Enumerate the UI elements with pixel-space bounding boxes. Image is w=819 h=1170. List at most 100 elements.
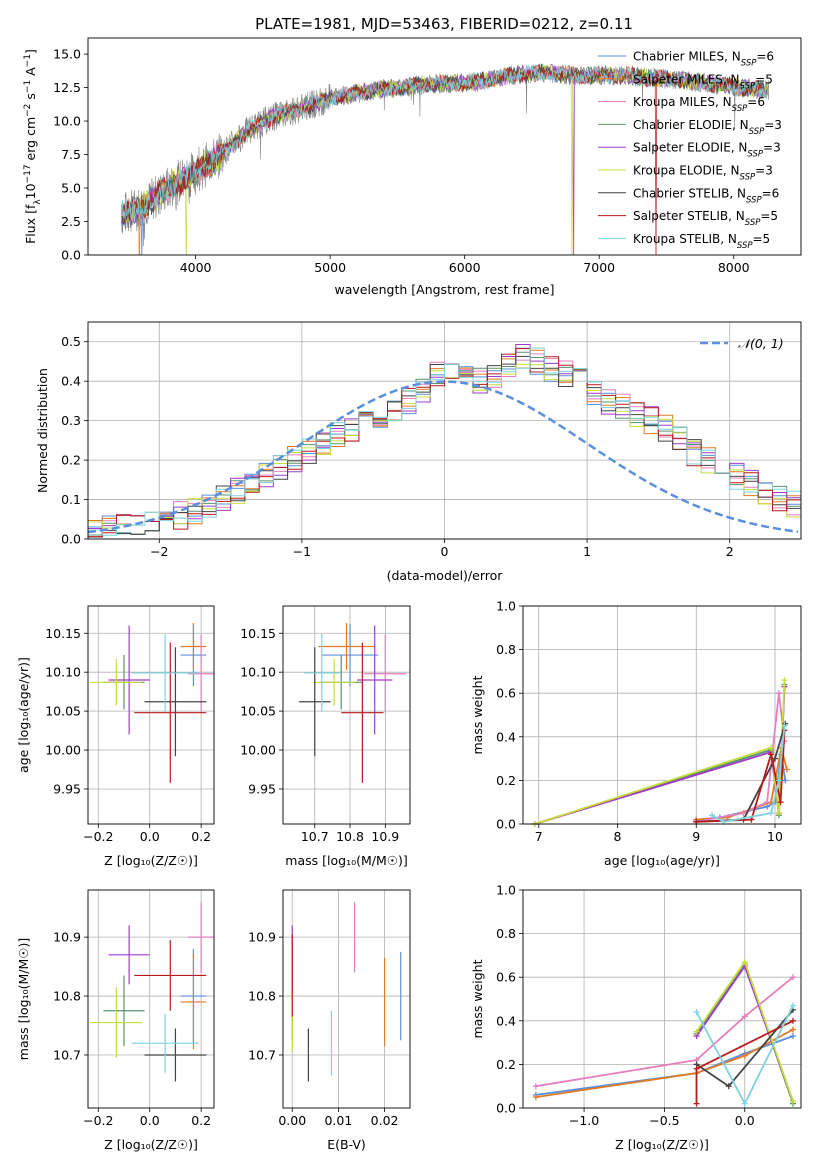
y-tick-label: 0.8 <box>496 642 516 657</box>
legend-name: Salpeter STELIB, N <box>633 209 745 223</box>
y-label-part: ] <box>23 49 38 54</box>
legend-nssp: =6 <box>762 186 780 200</box>
legend-sub: SSP <box>741 59 757 69</box>
weight-line <box>534 684 786 825</box>
age-vs-z-frame <box>87 605 215 825</box>
spectrum-lines <box>121 63 769 255</box>
legend-nssp: =5 <box>753 232 771 246</box>
legend-sub: SSP <box>746 195 762 205</box>
y-tick-label: 10.15 <box>240 626 276 641</box>
y-tick-label: 10.0 <box>53 114 81 129</box>
legend-name: Salpeter ELODIE, N <box>633 141 747 155</box>
x-tick-label: −1.0 <box>569 1113 599 1128</box>
y-tick-label: 0.0 <box>61 532 81 547</box>
y-tick-label: 10.9 <box>53 930 81 945</box>
legend-sub: SSP <box>740 173 756 183</box>
residuals-frame <box>87 321 802 540</box>
y-tick-label: 10.10 <box>240 665 276 680</box>
y-tick-label: 0.3 <box>61 413 81 428</box>
legend-name: Chabrier MILES, N <box>633 50 741 64</box>
mass-vs-ebv-frame <box>282 889 411 1109</box>
legend-name: Kroupa STELIB, N <box>633 232 737 246</box>
legend-entry: Kroupa MILES, NSSP=6 <box>633 95 765 114</box>
histograms <box>88 344 801 538</box>
legend-name: Chabrier ELODIE, N <box>633 118 749 132</box>
y-label-part: 10 <box>23 183 38 199</box>
x-tick-label: −0.2 <box>83 1113 113 1128</box>
x-tick-label: 1 <box>583 544 591 559</box>
y-label-part: −1 <box>23 80 33 93</box>
histogram-step <box>88 347 801 535</box>
spectrum-model-line <box>121 63 769 226</box>
y-tick-label: 10.9 <box>248 930 276 945</box>
legend-sub: SSP <box>732 104 748 114</box>
y-tick-label: 10.8 <box>248 989 276 1004</box>
histogram-step <box>88 351 801 536</box>
y-tick-label: 7.5 <box>61 147 81 162</box>
x-tick-label: −0.2 <box>83 829 113 844</box>
x-tick-label: 0.0 <box>140 829 160 844</box>
mass-vs-ebv-axes: 0.00 0.01 0.02 10.7 10.8 10.9 <box>248 890 410 1128</box>
y-label-part: Flux [f <box>23 204 38 244</box>
weight-vs-age-x-label: age [log₁₀(age/yr)] <box>604 853 720 868</box>
x-tick-label: 6000 <box>449 260 481 275</box>
residuals-axes: −2 −1 0 1 2 0.0 0.1 0.2 0.3 0.4 0.5 <box>61 322 801 559</box>
y-tick-label: 0.0 <box>61 248 81 263</box>
y-tick-label: 10.10 <box>45 665 81 680</box>
residuals-y-label: Normed distribution <box>35 368 50 493</box>
y-tick-label: 9.95 <box>248 781 276 796</box>
legend-entry: Salpeter MILES, NSSP=5 <box>633 72 773 91</box>
mass-vs-z-marks <box>90 901 214 1082</box>
y-tick-label: 10.05 <box>45 704 81 719</box>
y-tick-label: 10.15 <box>45 626 81 641</box>
figure-title: PLATE=1981, MJD=53463, FIBERID=0212, z=0… <box>255 15 633 33</box>
x-tick-label: 0.0 <box>735 1113 755 1128</box>
age-vs-mass-axes: 10.7 10.8 10.9 9.95 10.00 10.05 10.10 10.15 <box>240 606 410 844</box>
y-tick-label: 15.0 <box>53 47 81 62</box>
legend-entry: Salpeter ELODIE, NSSP=3 <box>633 141 781 160</box>
age-vs-z-axes: −0.2 0.0 0.2 9.95 10.00 10.05 10.10 10.15 <box>45 606 214 844</box>
y-tick-label: 0.2 <box>496 773 516 788</box>
x-tick-label: 2 <box>726 544 734 559</box>
mass-vs-z-y-label: mass [log₁₀(M/M☉)] <box>16 938 31 1060</box>
y-label-part: erg cm <box>23 117 38 165</box>
y-label-part: λ <box>33 199 43 205</box>
spectrum-x-label: wavelength [Angstrom, rest frame] <box>334 282 554 297</box>
x-tick-label: 7 <box>535 829 543 844</box>
weight-vs-z-y-label: mass weight <box>470 959 485 1038</box>
residuals-x-label: (data-model)/error <box>387 568 504 583</box>
x-tick-label: 0.01 <box>324 1113 352 1128</box>
legend-sub: SSP <box>749 127 765 137</box>
age-vs-mass-marks <box>298 623 407 783</box>
weight-vs-z-frame <box>522 889 802 1109</box>
y-label-part: s <box>23 93 38 104</box>
y-tick-label: 10.00 <box>240 743 276 758</box>
histogram-step <box>88 344 801 529</box>
y-tick-label: 0.2 <box>496 1057 516 1072</box>
x-tick-label: 10.8 <box>336 829 364 844</box>
y-tick-label: 9.95 <box>53 781 81 796</box>
normal-curve <box>88 380 799 534</box>
legend-entry: Kroupa ELODIE, NSSP=3 <box>633 164 773 183</box>
y-tick-label: 0.5 <box>61 334 81 349</box>
y-tick-label: 2.5 <box>61 214 81 229</box>
y-tick-label: 0.4 <box>496 1013 516 1028</box>
age-vs-mass-frame <box>282 605 411 825</box>
mass-vs-z-axes: −0.2 0.0 0.2 10.7 10.8 10.9 <box>53 890 214 1128</box>
y-tick-label: 10.8 <box>53 989 81 1004</box>
weight-line <box>696 730 786 823</box>
y-tick-label: 12.5 <box>53 80 81 95</box>
y-tick-label: 0.1 <box>61 492 81 507</box>
legend-entry: Chabrier STELIB, NSSP=6 <box>633 186 779 205</box>
mass-vs-z-x-label: Z [log₁₀(Z/Z☉)] <box>104 1137 198 1152</box>
weight-vs-z-axes: −1.0 −0.5 0.0 0.0 0.2 0.4 0.6 0.8 1.0 <box>496 883 801 1128</box>
spectrum-axes: 4000 5000 6000 7000 8000 0.0 2.5 5.0 7.5 10.0 12.5… <box>53 47 750 275</box>
histogram-step <box>88 355 801 538</box>
legend-sub: SSP <box>747 150 763 160</box>
y-tick-label: 1.0 <box>496 599 516 614</box>
x-tick-label: 0.02 <box>371 1113 399 1128</box>
weight-line <box>535 1035 794 1096</box>
legend-nssp: =6 <box>747 95 765 109</box>
